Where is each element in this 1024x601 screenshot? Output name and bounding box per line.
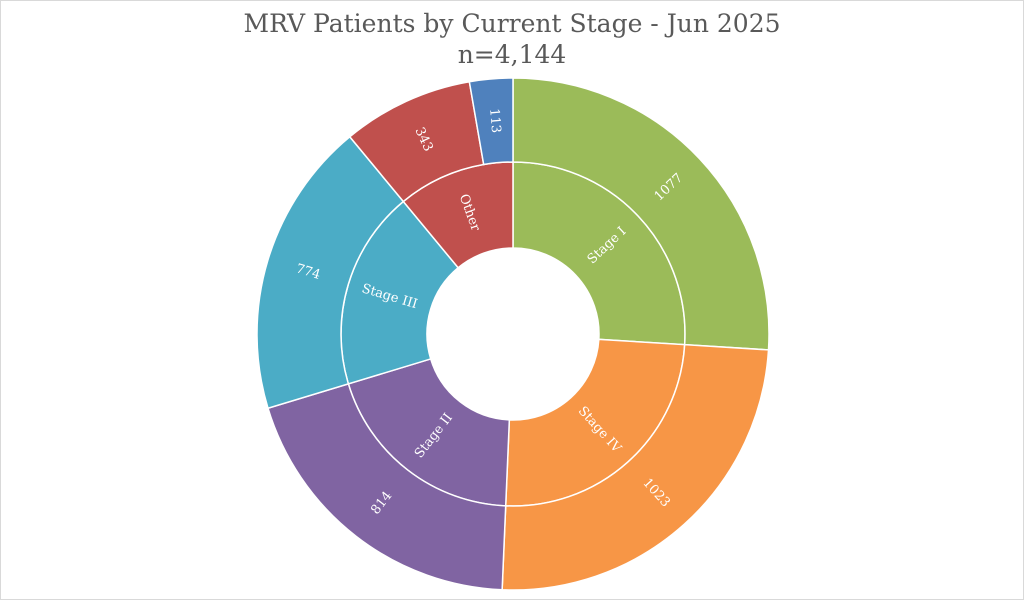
outer-segment-1023 xyxy=(501,343,770,591)
outer-segment-1077 xyxy=(512,77,770,351)
chart-title: MRV Patients by Current Stage - Jun 2025 xyxy=(243,9,781,38)
outer-label-113: 113 xyxy=(486,108,503,134)
chart-subtitle: n=4,144 xyxy=(457,40,567,69)
outer-segment-113 xyxy=(468,77,514,166)
outer-label-774: 774 xyxy=(294,262,322,284)
